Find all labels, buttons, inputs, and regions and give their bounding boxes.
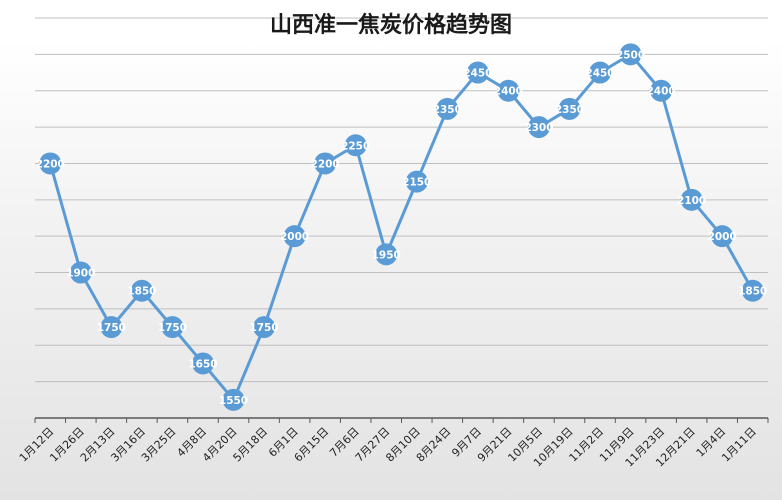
data-point: 2200 (311, 152, 340, 175)
x-tick-label: 1月11日 (719, 425, 759, 465)
data-label: 2350 (555, 104, 584, 116)
chart-title: 山西准一焦炭价格趋势图 (270, 12, 512, 38)
data-point: 2200 (36, 152, 65, 175)
data-point: 1750 (158, 316, 187, 339)
data-label: 2300 (524, 122, 553, 134)
gridlines (35, 17, 768, 383)
data-label: 1550 (219, 395, 248, 407)
data-label: 2450 (585, 68, 614, 80)
data-point: 2000 (708, 225, 737, 248)
data-label: 2200 (36, 158, 65, 170)
data-point: 1900 (66, 261, 95, 284)
data-marker (344, 134, 367, 157)
data-point: 1850 (738, 279, 767, 302)
data-label: 1950 (372, 249, 401, 261)
series-line-path (48, 52, 755, 402)
data-point: 2350 (555, 97, 584, 120)
data-marker (497, 79, 520, 102)
data-label: 2000 (708, 231, 737, 243)
data-point: 1650 (188, 352, 218, 375)
data-marker (650, 79, 673, 102)
data-marker (314, 152, 337, 175)
data-label: 2150 (402, 177, 431, 189)
data-label: 1850 (127, 286, 156, 298)
data-label: 1900 (66, 268, 95, 280)
data-marker (436, 97, 459, 120)
data-marker (39, 152, 62, 175)
data-marker (100, 316, 123, 339)
data-marker (466, 61, 489, 84)
x-tick-label: 8月24日 (414, 425, 454, 465)
data-point: 2450 (585, 61, 615, 84)
data-markers: 2200 1900 1750 1850 1750 1650 1550 1750 2000 2200… (36, 43, 767, 411)
series-line (48, 52, 755, 402)
data-marker (161, 316, 184, 339)
data-point: 2100 (677, 188, 706, 211)
data-label: 2400 (494, 86, 523, 98)
data-marker (191, 352, 214, 375)
data-marker (283, 225, 306, 248)
data-label: 2350 (433, 104, 462, 116)
data-label: 1750 (158, 322, 187, 334)
data-marker (527, 116, 550, 139)
data-marker (222, 388, 245, 411)
data-marker (375, 243, 398, 266)
data-point: 1750 (97, 316, 126, 339)
data-point: 2400 (646, 79, 676, 102)
data-point: 2350 (433, 97, 462, 120)
data-marker (558, 97, 581, 120)
data-point: 2400 (494, 79, 523, 102)
data-marker (619, 43, 642, 66)
data-label: 1750 (97, 322, 126, 334)
x-tick-label: 6月15日 (292, 425, 332, 465)
data-label: 2400 (646, 86, 675, 98)
data-marker (711, 225, 734, 248)
data-point: 1850 (127, 279, 157, 302)
data-marker (69, 261, 92, 284)
data-point: 1950 (372, 243, 401, 266)
data-label: 2000 (280, 231, 309, 243)
data-label: 2200 (311, 158, 340, 170)
data-point: 1550 (219, 388, 248, 411)
data-label: 2250 (341, 140, 370, 152)
x-tick-label: 5月18日 (231, 425, 271, 465)
data-marker (253, 316, 276, 339)
data-label: 2500 (616, 49, 645, 61)
data-point: 1750 (249, 316, 279, 339)
data-marker (130, 279, 153, 302)
data-point: 2250 (341, 134, 370, 157)
data-point: 2150 (402, 170, 431, 193)
data-label: 1750 (249, 322, 278, 334)
data-label: 2450 (463, 68, 492, 80)
data-label: 1850 (738, 286, 767, 298)
data-label: 2100 (677, 195, 706, 207)
data-point: 2300 (524, 116, 554, 139)
x-axis: 1月12日1月26日2月13日3月16日3月25日4月8日4月20日5月18日6… (17, 417, 769, 469)
data-point: 2000 (280, 225, 309, 248)
data-marker (405, 170, 428, 193)
data-point: 2450 (463, 61, 492, 84)
data-marker (680, 188, 703, 211)
data-label: 1650 (188, 358, 217, 370)
data-marker (741, 279, 764, 302)
data-point: 2500 (616, 43, 645, 66)
data-marker (589, 61, 612, 84)
x-tick-label: 3月25日 (139, 425, 179, 465)
